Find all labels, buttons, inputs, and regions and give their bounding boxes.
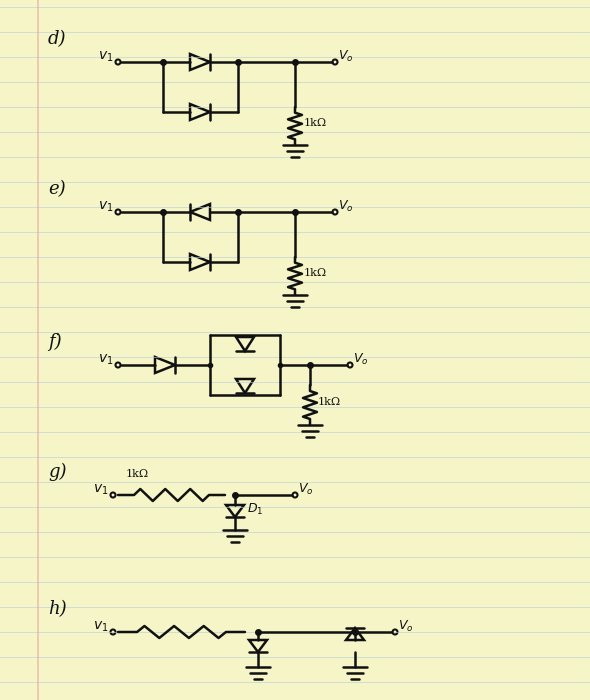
Text: d): d) bbox=[48, 30, 67, 48]
Text: $v_1$: $v_1$ bbox=[93, 620, 109, 634]
Text: h): h) bbox=[48, 600, 67, 618]
Text: $V_o$: $V_o$ bbox=[353, 352, 369, 367]
Text: $V_o$: $V_o$ bbox=[398, 619, 414, 634]
Text: $v_1$: $v_1$ bbox=[98, 200, 113, 214]
Text: 1kΩ: 1kΩ bbox=[126, 469, 149, 479]
Text: e): e) bbox=[48, 180, 65, 198]
Text: $D_1$: $D_1$ bbox=[247, 502, 263, 517]
Text: 1kΩ: 1kΩ bbox=[318, 397, 341, 407]
Text: $v_1$: $v_1$ bbox=[93, 483, 109, 498]
Text: g): g) bbox=[48, 463, 67, 481]
Text: 1kΩ: 1kΩ bbox=[304, 268, 327, 278]
Text: $v_1$: $v_1$ bbox=[98, 50, 113, 64]
Text: f): f) bbox=[48, 332, 61, 351]
Text: $V_o$: $V_o$ bbox=[298, 482, 313, 497]
Text: $v_1$: $v_1$ bbox=[98, 353, 113, 368]
Text: 1kΩ: 1kΩ bbox=[304, 118, 327, 128]
Text: $V_o$: $V_o$ bbox=[338, 49, 353, 64]
Text: $V_o$: $V_o$ bbox=[338, 199, 353, 214]
